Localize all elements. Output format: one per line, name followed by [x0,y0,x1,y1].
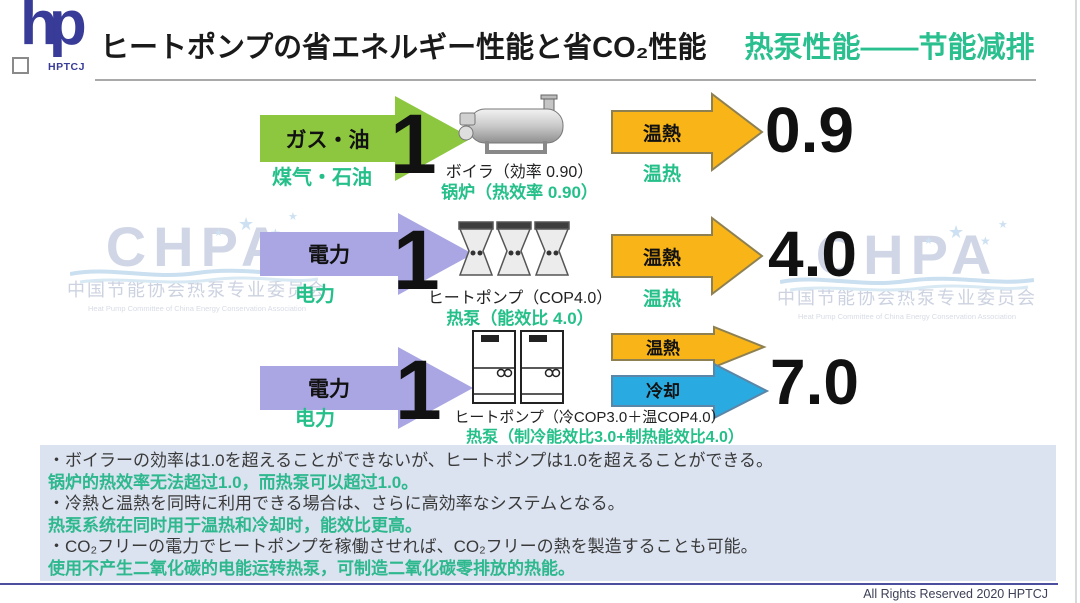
source-label-jp: ガス・油 [285,128,370,152]
output-label-cool-jp: 冷却 [646,381,680,401]
device-label-cn: 锅炉（热效率 0.90） [441,183,598,202]
output-label-cn: 温热 [642,163,681,185]
note-line: 使用不产生二氧化碳的电能运转热泵，可制造二氧化碳零排放的热能。 [48,558,575,578]
hp-logo-square [12,57,29,74]
output-value: 0.9 [765,94,854,166]
source-label-cn: 煤气・石油 [272,166,372,189]
star-icon: ★ [238,214,255,234]
note-line: ・ボイラーの効率は1.0を超えることができないが、ヒートポンプは1.0を超えるこ… [48,451,774,470]
device-label-jp: ボイラ（効率 0.90） [445,164,594,181]
title-chinese: 热泵性能——节能减排 [744,32,1035,64]
source-label-jp: 電力 [308,244,350,267]
note-line: 热泵系统在同时用于温热和冷却时，能效比更高。 [48,515,422,535]
chpa-name-en: Heat Pump Committee of China Energy Cons… [797,312,1017,321]
star-icon: ★ [980,234,991,248]
copyright-text: All Rights Reserved 2020 HPTCJ [863,587,1048,601]
input-arrow-gas [260,96,472,181]
star-icon: ★ [924,236,933,247]
device-label-cn: 热泵（能效比 4.0） [446,309,594,328]
output-value: 7.0 [770,346,859,418]
hp-logo-org: HPTCJ [48,61,85,73]
notes-box: ・ボイラーの効率は1.0を超えることができないが、ヒートポンプは1.0を超えるこ… [40,445,1056,581]
chpa-watermark-right: ★ ★ ★ ★ CHPA 中国节能协会热泵专业委员会 Heat Pump Com… [752,219,1062,353]
input-arrow-electricity [260,347,473,429]
source-label-cn: 电力 [295,283,335,306]
chpa-watermark-left: ★ ★ ★ ★ CHPA 中国节能协会热泵专业委员会 Heat Pump Com… [42,211,352,345]
star-icon: ★ [998,219,1008,231]
output-arrow-heat [611,325,767,369]
wave-icon [780,276,1034,292]
output-arrow-heat [611,91,764,173]
title-underline [95,79,1036,81]
device-label-cn: 热泵（制冷能效比3.0+制热能效比4.0） [466,429,744,446]
hp-logo-letters: hp [20,0,87,58]
star-icon: ★ [214,228,223,239]
chpa-acronym: CHPA [105,215,289,278]
output-label-heat-jp: 温熱 [646,338,680,358]
device-label-jp: ヒートポンプ（COP4.0） [427,290,613,307]
chpa-name-cn: 中国节能协会热泵专业委员会 [777,288,1037,308]
source-label-jp: 電力 [308,378,350,401]
boiler-icon [458,94,564,154]
page-title: ヒートポンプの省エネルギー性能と省CO₂性能 热泵性能——节能减排 [100,24,1035,66]
heat-pump-unit-icon [472,330,564,404]
input-arrow-electricity [260,213,473,295]
input-value: 1 [393,213,440,307]
input-value: 1 [390,97,437,191]
output-value: 4.0 [768,218,857,290]
star-icon: ★ [948,222,965,242]
note-line: ・CO₂フリーの電力でヒートポンプを稼働させれば、CO₂フリーの熱を製造すること… [48,537,758,556]
note-line: 锅炉的热效率无法超过1.0，而热泵可以超过1.0。 [48,472,419,492]
chpa-name-cn: 中国节能协会热泵专业委员会 [67,280,327,300]
source-label-cn: 电力 [295,407,335,430]
heat-pump-chiller-icon [458,221,570,276]
title-japanese: ヒートポンプの省エネルギー性能と省CO₂性能 [100,32,707,64]
bottom-rule [0,583,1058,585]
output-arrow-heat [611,215,764,297]
chpa-name-en: Heat Pump Committee of China Energy Cons… [87,304,307,313]
output-label-cn: 温热 [642,288,681,310]
output-label-jp: 温熱 [642,123,681,145]
output-label-jp: 温熱 [642,247,681,269]
device-label-jp: ヒートポンプ（冷COP3.0＋温COP4.0） [454,409,726,426]
slide-right-edge [1075,0,1077,603]
note-line: ・冷熱と温熱を同時に利用できる場合は、さらに高効率なシステムとなる。 [48,494,625,513]
chpa-acronym: CHPA [815,223,999,286]
star-icon: ★ [288,211,298,223]
output-arrow-cool [611,362,770,420]
input-value: 1 [395,343,442,437]
hptcj-logo: hp HPTCJ [8,0,94,76]
